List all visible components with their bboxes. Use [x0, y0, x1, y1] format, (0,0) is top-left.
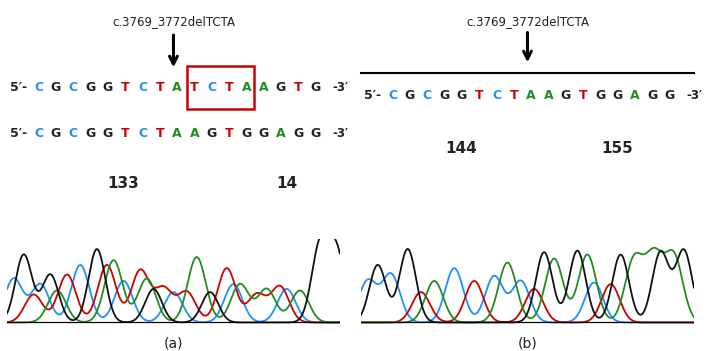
Text: C: C [34, 127, 43, 140]
Text: G: G [612, 89, 623, 102]
Text: G: G [664, 89, 675, 102]
Text: T: T [224, 81, 234, 94]
Text: 144: 144 [445, 141, 476, 156]
Text: T: T [190, 81, 199, 94]
Text: G: G [310, 127, 321, 140]
Text: C: C [69, 81, 78, 94]
Text: T: T [156, 127, 164, 140]
Text: A: A [276, 127, 286, 140]
Text: -3′: -3′ [687, 89, 703, 102]
Text: 133: 133 [108, 177, 139, 191]
Text: G: G [310, 81, 321, 94]
Text: G: G [86, 127, 96, 140]
Text: A: A [241, 81, 251, 94]
Text: C: C [138, 81, 147, 94]
Text: A: A [172, 127, 182, 140]
Text: C: C [138, 127, 147, 140]
Text: T: T [294, 81, 302, 94]
Text: T: T [156, 81, 164, 94]
Text: c.3769_3772delTCTA: c.3769_3772delTCTA [466, 15, 589, 28]
Text: 14: 14 [276, 177, 297, 191]
Text: C: C [423, 89, 432, 102]
Text: G: G [51, 81, 61, 94]
Text: G: G [276, 81, 286, 94]
Text: 155: 155 [601, 141, 633, 156]
Text: G: G [405, 89, 415, 102]
Text: A: A [630, 89, 640, 102]
Text: -3′: -3′ [333, 81, 349, 94]
Text: G: G [457, 89, 467, 102]
Text: G: G [440, 89, 450, 102]
Text: A: A [544, 89, 553, 102]
Text: G: G [258, 127, 269, 140]
Text: G: G [241, 127, 251, 140]
Text: (a): (a) [164, 337, 183, 351]
Text: C: C [492, 89, 501, 102]
Text: T: T [121, 127, 130, 140]
Text: T: T [510, 89, 518, 102]
Text: C: C [388, 89, 397, 102]
Text: G: G [103, 81, 113, 94]
Text: c.3769_3772delTCTA: c.3769_3772delTCTA [112, 15, 235, 28]
Text: (b): (b) [518, 337, 537, 351]
Text: 5′-: 5′- [11, 81, 28, 94]
Text: A: A [190, 127, 199, 140]
Text: 5′-: 5′- [365, 89, 382, 102]
Text: 5′-: 5′- [11, 127, 28, 140]
Text: T: T [475, 89, 484, 102]
Text: C: C [207, 81, 216, 94]
Text: T: T [224, 127, 234, 140]
Text: A: A [526, 89, 536, 102]
Text: C: C [34, 81, 43, 94]
Text: T: T [578, 89, 588, 102]
Text: G: G [561, 89, 571, 102]
Text: A: A [172, 81, 182, 94]
Text: G: G [595, 89, 605, 102]
Text: G: G [293, 127, 303, 140]
Text: A: A [259, 81, 268, 94]
Text: T: T [121, 81, 130, 94]
Text: C: C [69, 127, 78, 140]
Text: -3′: -3′ [333, 127, 349, 140]
Text: G: G [647, 89, 657, 102]
Text: G: G [51, 127, 61, 140]
Text: G: G [103, 127, 113, 140]
Text: G: G [86, 81, 96, 94]
Text: G: G [207, 127, 217, 140]
